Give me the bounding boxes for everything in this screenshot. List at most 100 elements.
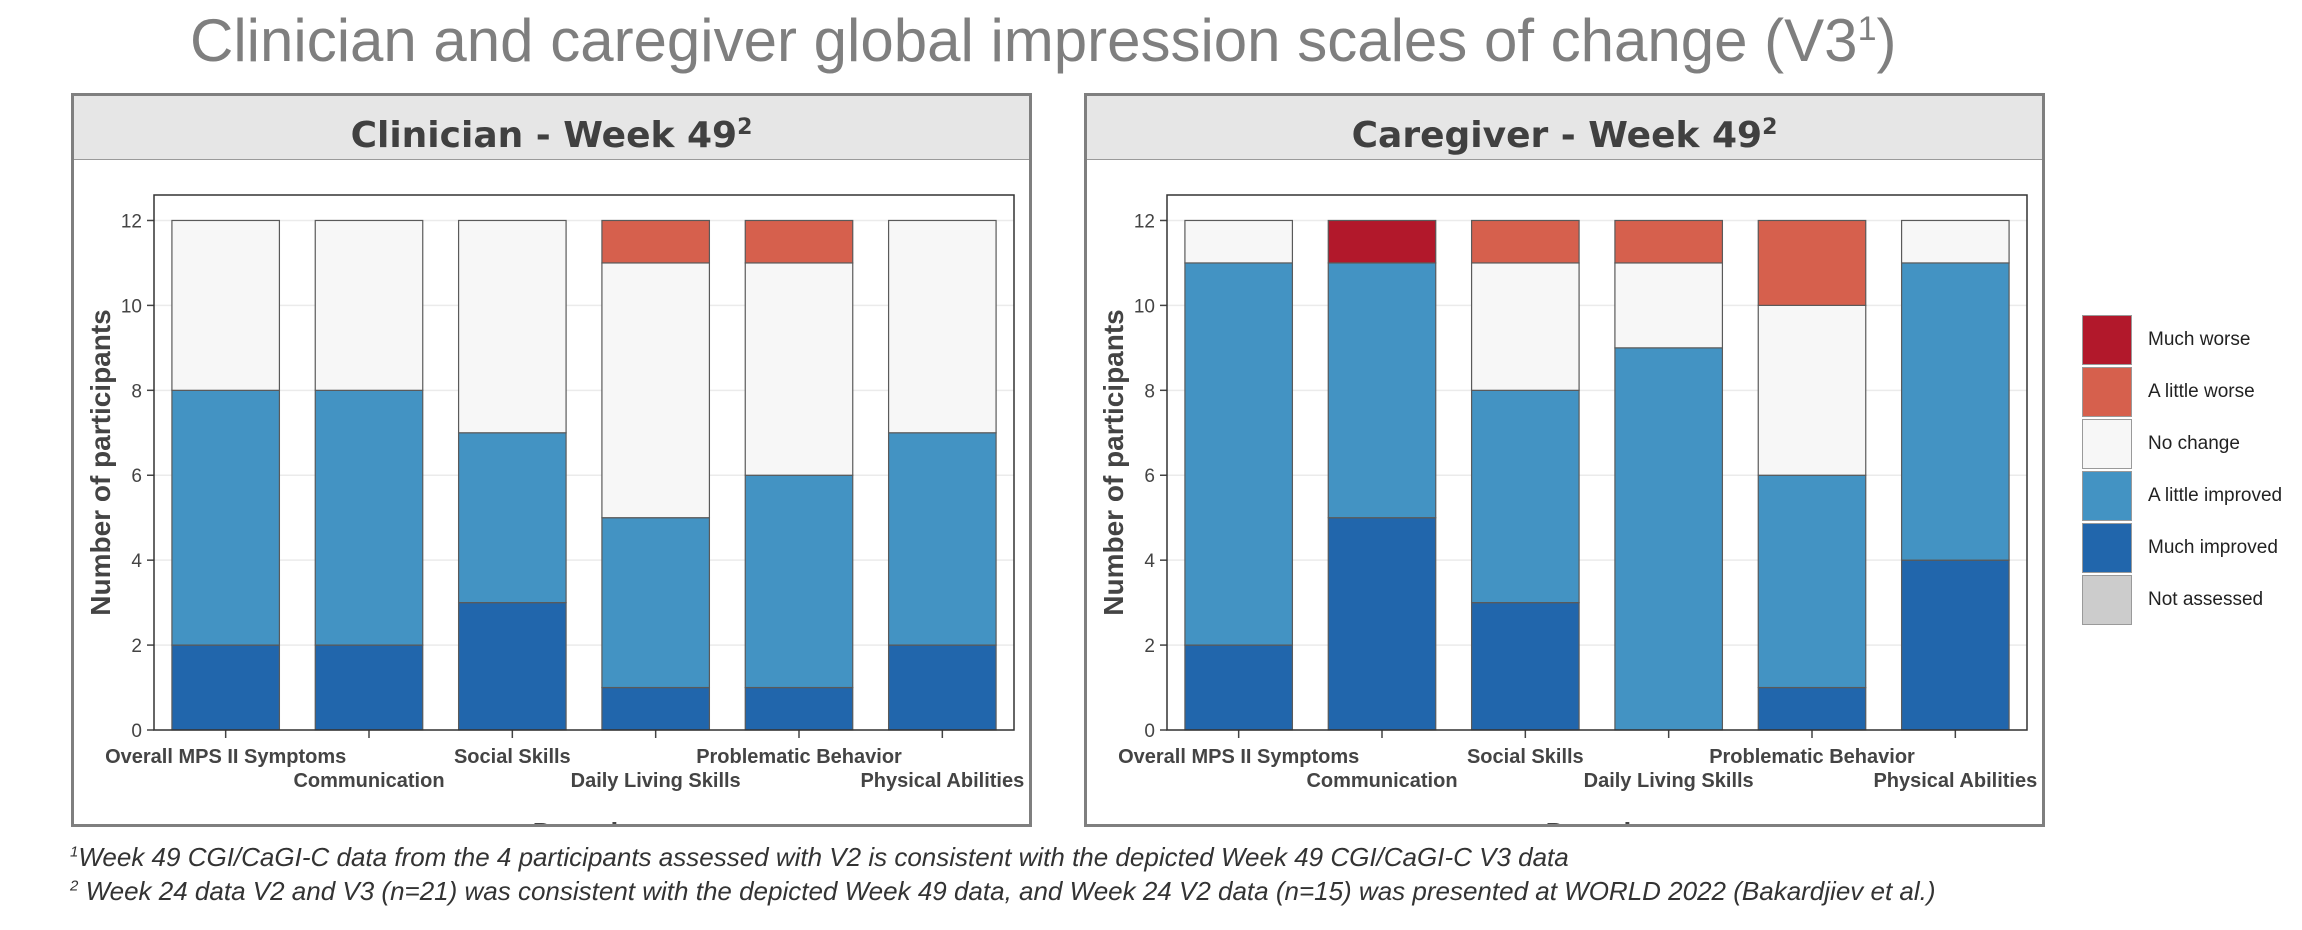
bar-segment-overall-mps-ii-symptoms-much-improved: [1184, 644, 1294, 731]
x-tick-label: Daily Living Skills: [571, 770, 741, 792]
bar-segment-social-skills-a-little-improved: [457, 432, 567, 604]
main-title-sup: 1: [1857, 10, 1877, 48]
bar-segment-social-skills-no-change: [1470, 262, 1580, 391]
x-tick-label: Problematic Behavior: [1709, 746, 1915, 768]
bar-segment-daily-living-skills-no-change: [1614, 262, 1724, 349]
plot-border: [1166, 194, 2028, 731]
bar-segment-problematic-behavior-a-little-improved: [744, 474, 854, 689]
plot-background: [1167, 195, 2027, 730]
y-tick-label: 10: [1134, 296, 1155, 317]
footnote-1-text: Week 49 CGI/CaGI-C data from the 4 parti…: [78, 842, 1569, 872]
bar-segment-overall-mps-ii-symptoms-no-change: [171, 219, 281, 391]
bar-segment-physical-abilities-no-change: [887, 219, 997, 434]
y-tick-label: 4: [1144, 551, 1155, 572]
bar-segment-communication-no-change: [314, 219, 424, 391]
legend-swatch: [2082, 315, 2132, 365]
caregiver-panel-title: Caregiver - Week 49: [1351, 115, 1763, 156]
legend-item-not-assessed: Not assessed: [2082, 575, 2297, 627]
bar-segment-physical-abilities-a-little-improved: [1900, 262, 2010, 561]
bar-segment-social-skills-a-little-worse: [1470, 219, 1580, 264]
bar-segment-communication-much-improved: [1327, 517, 1437, 731]
y-tick-label: 2: [131, 636, 142, 657]
bar-segment-problematic-behavior-a-little-worse: [744, 219, 854, 264]
x-tick-label: Social Skills: [454, 746, 571, 768]
legend-label: No change: [2148, 433, 2240, 454]
bar-segment-social-skills-a-little-improved: [1470, 389, 1580, 604]
y-tick-label: 6: [131, 466, 142, 487]
bar-segment-daily-living-skills-a-little-worse: [1614, 219, 1724, 264]
footnote-1-sup: 1: [70, 843, 79, 861]
footnote-2-text: Week 24 data V2 and V3 (n=21) was consis…: [78, 876, 1936, 906]
legend-swatch: [2082, 419, 2132, 469]
y-tick-label: 10: [121, 296, 142, 317]
legend-label: A little worse: [2148, 381, 2255, 402]
y-tick-label: 8: [1144, 381, 1155, 402]
x-axis-label: Domain: [533, 817, 636, 824]
clinician-panel-header: Clinician - Week 492: [74, 96, 1029, 160]
legend-label: A little improved: [2148, 485, 2283, 506]
footnote-2: 2 Week 24 data V2 and V3 (n=21) was cons…: [70, 876, 1936, 907]
bar-segment-daily-living-skills-a-little-worse: [601, 219, 711, 264]
bar-segment-physical-abilities-much-improved: [887, 644, 997, 731]
caregiver-panel: Caregiver - Week 492 0 2 4 6 8 10 12 Overall MP…: [1084, 93, 2045, 827]
bar-segment-communication-a-little-improved: [1327, 262, 1437, 519]
x-tick-label: Overall MPS II Symptoms: [105, 746, 346, 768]
y-tick-label: 12: [121, 211, 142, 232]
bar-segment-social-skills-much-improved: [1470, 602, 1580, 731]
bar-segment-overall-mps-ii-symptoms-much-improved: [171, 644, 281, 731]
y-tick-label: 6: [1144, 466, 1155, 487]
x-tick-label: Physical Abilities: [860, 770, 1024, 792]
y-axis-label: Number of participants: [85, 309, 116, 615]
x-tick-label: Communication: [293, 770, 444, 792]
bar-segment-problematic-behavior-no-change: [1757, 304, 1867, 476]
y-tick-label: 12: [1134, 211, 1155, 232]
y-tick-label: 0: [1144, 721, 1155, 742]
bar-segment-physical-abilities-a-little-improved: [887, 432, 997, 646]
main-title-text: Clinician and caregiver global impressio…: [190, 7, 1858, 74]
caregiver-chart: 0 2 4 6 8 10 12 Overall MPS II SymptomsCommunic…: [1098, 194, 2037, 824]
x-tick-label: Communication: [1306, 770, 1457, 792]
bar-segment-communication-much-worse: [1327, 219, 1437, 264]
legend-swatch: [2082, 575, 2132, 625]
bar-segment-problematic-behavior-no-change: [744, 262, 854, 476]
legend-label: Much improved: [2148, 537, 2278, 558]
clinician-panel: Clinician - Week 492 0 2 4 6 8 10 12 Overall MP…: [71, 93, 1032, 827]
clinician-chart: 0 2 4 6 8 10 12 Overall MPS II SymptomsCommunic…: [85, 194, 1024, 824]
clinician-panel-title-sup: 2: [737, 115, 753, 140]
y-tick-label: 2: [1144, 636, 1155, 657]
bar-segment-daily-living-skills-much-improved: [601, 686, 711, 731]
x-tick-label: Overall MPS II Symptoms: [1118, 746, 1359, 768]
legend-item-a-little-worse: A little worse: [2082, 367, 2297, 419]
bar-segment-communication-a-little-improved: [314, 389, 424, 646]
bar-segment-communication-much-improved: [314, 644, 424, 731]
bar-segment-daily-living-skills-no-change: [601, 262, 711, 519]
bar-segment-problematic-behavior-a-little-worse: [1757, 219, 1867, 306]
bar-segment-overall-mps-ii-symptoms-a-little-improved: [1184, 262, 1294, 646]
legend-swatch: [2082, 471, 2132, 521]
y-tick-label: 4: [131, 551, 142, 572]
bar-segment-social-skills-much-improved: [457, 602, 567, 731]
bar-segment-problematic-behavior-much-improved: [1757, 686, 1867, 731]
legend-swatch: [2082, 367, 2132, 417]
caregiver-panel-title-sup: 2: [1762, 115, 1778, 140]
legend-swatch: [2082, 523, 2132, 573]
plot-border: [153, 194, 1015, 731]
legend-item-no-change: No change: [2082, 419, 2297, 471]
y-axis-label: Number of participants: [1098, 309, 1129, 615]
plot-background: [154, 195, 1014, 730]
y-tick-label: 8: [131, 381, 142, 402]
bar-segment-overall-mps-ii-symptoms-no-change: [1184, 219, 1294, 264]
bar-segment-social-skills-no-change: [457, 219, 567, 434]
bar-segment-daily-living-skills-a-little-improved: [1614, 347, 1724, 731]
x-tick-label: Physical Abilities: [1873, 770, 2037, 792]
bar-segment-physical-abilities-much-improved: [1900, 559, 2010, 731]
legend-label: Not assessed: [2148, 589, 2264, 610]
legend-item-a-little-improved: A little improved: [2082, 471, 2297, 523]
footnote-2-sup: 2: [70, 877, 79, 895]
clinician-panel-title: Clinician - Week 49: [350, 115, 738, 156]
caregiver-panel-header: Caregiver - Week 492: [1087, 96, 2042, 160]
x-tick-label: Problematic Behavior: [696, 746, 902, 768]
bar-segment-problematic-behavior-much-improved: [744, 686, 854, 731]
legend-item-much-worse: Much worse: [2082, 315, 2297, 367]
legend-item-much-improved: Much improved: [2082, 523, 2297, 575]
